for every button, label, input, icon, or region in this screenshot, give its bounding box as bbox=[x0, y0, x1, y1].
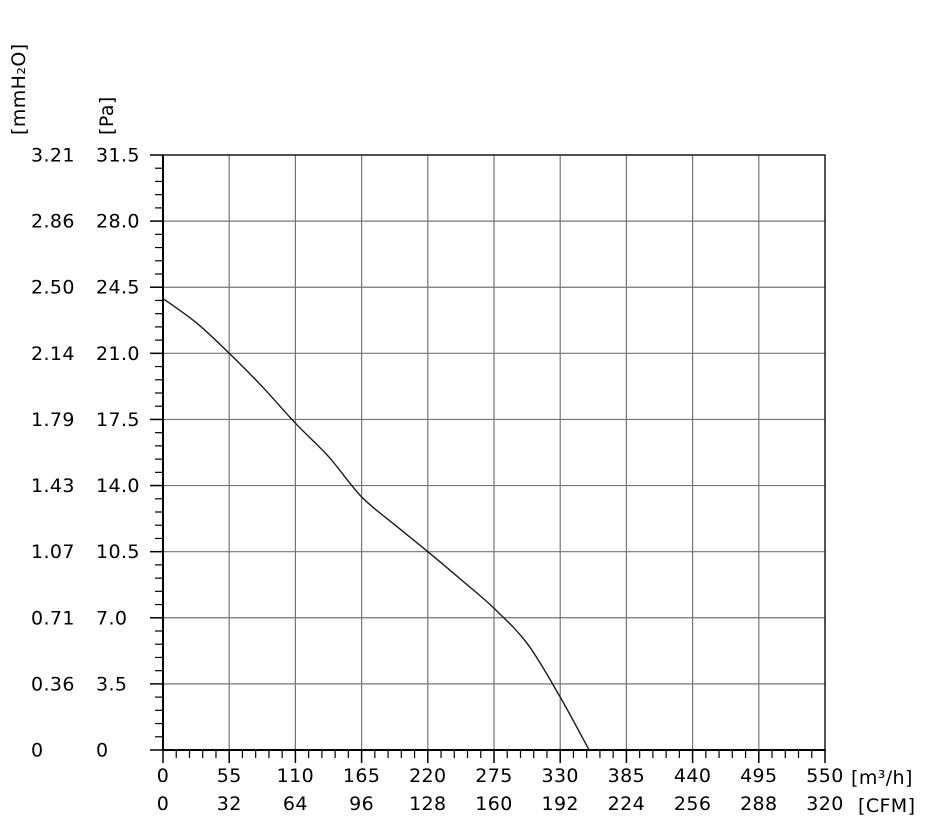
y-tick-label-pa: 3.5 bbox=[96, 673, 127, 695]
x-tick-label-m3h: 495 bbox=[740, 765, 777, 787]
x-tick-label-m3h: 275 bbox=[475, 765, 512, 787]
y-tick-label-pa: 24.5 bbox=[96, 277, 140, 299]
x-tick-label-cfm: 128 bbox=[409, 793, 446, 815]
x-tick-label-m3h: 110 bbox=[277, 765, 314, 787]
performance-curve bbox=[162, 297, 590, 751]
x-tick-label-m3h: 55 bbox=[217, 765, 242, 787]
y-tick-label-mmh2o: 2.14 bbox=[31, 343, 75, 365]
y-tick-label-pa: 21.0 bbox=[96, 343, 140, 365]
y-tick-label-pa: 28.0 bbox=[96, 211, 140, 233]
x-tick-label-cfm: 0 bbox=[157, 793, 170, 815]
y-tick-label-pa: 17.5 bbox=[96, 409, 140, 431]
x-axis-unit-m3h: [m³/h] bbox=[851, 767, 913, 789]
y-axis-unit-pa: [Pa] bbox=[96, 96, 118, 135]
y-tick-label-mmh2o: 1.79 bbox=[31, 409, 75, 431]
x-tick-label-cfm: 320 bbox=[806, 793, 843, 815]
x-tick-label-m3h: 330 bbox=[541, 765, 578, 787]
y-tick-label-pa: 10.5 bbox=[96, 541, 140, 563]
x-tick-label-m3h: 165 bbox=[343, 765, 380, 787]
y-tick-label-mmh2o: 1.07 bbox=[31, 541, 75, 563]
y-tick-label-mmh2o: 2.86 bbox=[31, 211, 75, 233]
x-tick-label-cfm: 96 bbox=[349, 793, 374, 815]
x-tick-label-cfm: 224 bbox=[608, 793, 645, 815]
x-tick-label-m3h: 550 bbox=[806, 765, 843, 787]
x-tick-label-cfm: 32 bbox=[217, 793, 242, 815]
x-tick-label-cfm: 192 bbox=[541, 793, 578, 815]
y-tick-label-mmh2o: 3.21 bbox=[31, 145, 75, 167]
y-tick-label-mmh2o: 0 bbox=[31, 740, 44, 762]
x-tick-label-m3h: 220 bbox=[409, 765, 446, 787]
x-tick-label-cfm: 64 bbox=[283, 793, 308, 815]
y-tick-label-mmh2o: 1.43 bbox=[31, 475, 75, 497]
x-tick-label-cfm: 288 bbox=[740, 793, 777, 815]
x-tick-label-cfm: 160 bbox=[475, 793, 512, 815]
x-tick-label-m3h: 385 bbox=[608, 765, 645, 787]
y-tick-label-pa: 0 bbox=[96, 740, 109, 762]
y-axis-unit-mmh2o: [mmH₂O] bbox=[8, 43, 30, 135]
y-tick-label-mmh2o: 2.50 bbox=[31, 277, 75, 299]
y-tick-label-pa: 7.0 bbox=[96, 607, 127, 629]
y-tick-label-pa: 31.5 bbox=[96, 145, 140, 167]
x-tick-label-m3h: 0 bbox=[157, 765, 170, 787]
y-tick-label-mmh2o: 0.36 bbox=[31, 673, 75, 695]
x-tick-label-cfm: 256 bbox=[674, 793, 711, 815]
x-axis-unit-cfm: [CFM] bbox=[858, 795, 916, 817]
y-tick-label-pa: 14.0 bbox=[96, 475, 140, 497]
x-tick-label-m3h: 440 bbox=[674, 765, 711, 787]
y-tick-label-mmh2o: 0.71 bbox=[31, 607, 75, 629]
